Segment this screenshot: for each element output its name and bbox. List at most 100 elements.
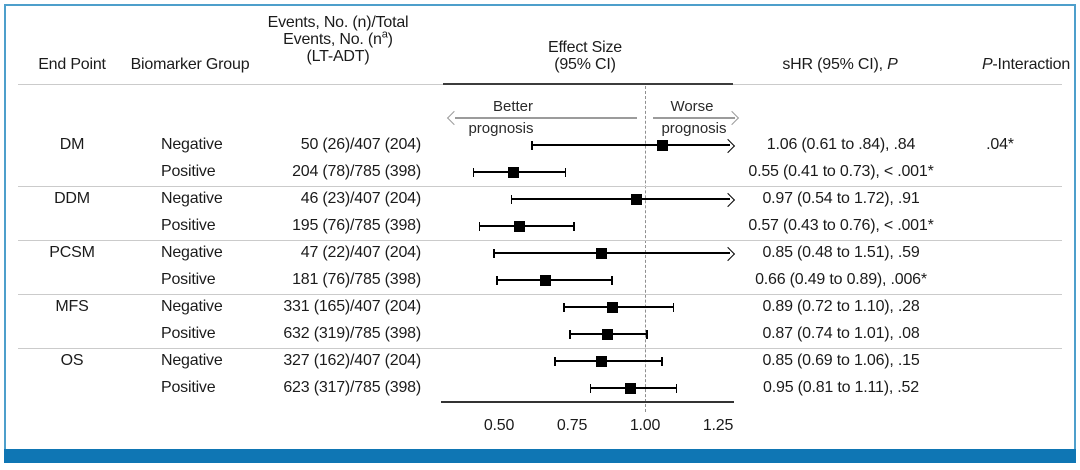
events-value: 632 (319)/785 (398) <box>283 325 421 342</box>
ci-line <box>531 144 730 146</box>
ci-line <box>510 198 730 200</box>
effect-square-marker <box>630 193 642 205</box>
effect-square-marker <box>657 139 669 151</box>
ci-line <box>472 171 567 173</box>
biomarker-label: Negative <box>161 244 223 261</box>
ci-cap-right <box>564 167 567 177</box>
worse-prognosis-label: prognosis <box>661 120 727 137</box>
events-value: 50 (26)/407 (204) <box>300 136 421 153</box>
effect-square-marker <box>607 301 619 313</box>
reference-line <box>644 86 646 412</box>
ci-cap-left <box>569 329 571 339</box>
shr-value: 0.87 (0.74 to 1.01), .08 <box>762 325 920 342</box>
bottom-accent-bar <box>4 449 1076 463</box>
ci-cap-left <box>493 248 495 258</box>
better-prognosis-label: prognosis <box>468 120 534 137</box>
italic-p: P <box>887 56 898 73</box>
biomarker-label: Positive <box>161 163 216 180</box>
biomarker-label: Positive <box>161 217 216 234</box>
biomarker-label: Positive <box>161 379 216 396</box>
ci-cap-left <box>478 221 481 231</box>
shr-value: 1.06 (0.61 to .84), .84 <box>766 136 916 153</box>
shr-value: 0.85 (0.48 to 1.51), .59 <box>762 244 920 261</box>
ci-cap-right <box>660 356 663 366</box>
better-label: Better <box>492 98 534 115</box>
ci-cap-left <box>496 275 498 285</box>
group-separator-line <box>18 185 1062 187</box>
biomarker-label: Negative <box>161 352 223 369</box>
ci-cap-left <box>472 167 475 177</box>
column-header-effect-size: Effect Size (95% CI) <box>510 39 660 73</box>
shr-value: 0.85 (0.69 to 1.06), .15 <box>762 352 920 369</box>
column-header-p-interaction: P-Interaction <box>981 56 1071 73</box>
events-value: 327 (162)/407 (204) <box>283 352 421 369</box>
endpoint-label: DM <box>59 136 85 153</box>
events-value: 181 (76)/785 (398) <box>292 271 421 288</box>
shr-value: 0.97 (0.54 to 1.72), .91 <box>762 190 920 207</box>
shr-value: 0.57 (0.43 to 0.76), < .001* <box>748 217 934 234</box>
ci-cap-right <box>675 383 678 393</box>
shr-value: 0.66 (0.49 to 0.89), .006* <box>755 271 927 288</box>
events-value: 331 (165)/407 (204) <box>283 298 421 315</box>
effect-square-marker <box>601 328 613 340</box>
column-header-endpoint: End Point <box>38 56 106 73</box>
effect-square-marker <box>595 247 607 259</box>
ci-line <box>478 225 575 227</box>
x-axis-tick-label: 0.50 <box>483 417 515 434</box>
shr-value: 0.89 (0.72 to 1.10), .28 <box>762 298 920 315</box>
events-value: 195 (76)/785 (398) <box>292 217 421 234</box>
ci-cap-right <box>611 275 613 285</box>
biomarker-label: Negative <box>161 136 223 153</box>
figure-frame <box>4 4 1076 451</box>
ci-cap-right <box>672 302 675 312</box>
effect-size-header-line1: Effect Size <box>548 39 622 56</box>
plot-top-border <box>443 82 733 85</box>
endpoint-label: DDM <box>54 190 90 207</box>
effect-square-marker <box>540 274 552 286</box>
shr-value: 0.95 (0.81 to 1.11), .52 <box>763 379 919 396</box>
ci-cap-left <box>589 383 592 393</box>
ci-cap-left <box>563 302 565 312</box>
shr-value: 0.55 (0.41 to 0.73), < .001* <box>748 163 934 180</box>
p-interaction-value: .04* <box>986 136 1014 153</box>
group-separator-line <box>18 347 1062 349</box>
effect-square-marker <box>508 166 520 178</box>
ci-cap-left <box>531 140 533 150</box>
biomarker-label: Positive <box>161 271 216 288</box>
ci-line <box>493 252 730 254</box>
worse-prognosis-arrow-line <box>653 117 735 119</box>
superscript-a: a <box>381 28 388 41</box>
x-axis-tick-label: 1.25 <box>702 417 734 434</box>
column-header-shr: sHR (95% CI), P <box>782 56 898 73</box>
column-header-biomarker-group: Biomarker Group <box>130 56 250 73</box>
biomarker-label: Negative <box>161 298 223 315</box>
effect-square-marker <box>624 382 636 394</box>
ci-line <box>554 360 663 362</box>
events-value: 47 (22)/407 (204) <box>300 244 421 261</box>
effect-size-header-line2: (95% CI) <box>554 56 616 73</box>
biomarker-label: Positive <box>161 325 216 342</box>
x-axis-tick-label: 0.75 <box>556 417 588 434</box>
ci-line <box>496 279 613 281</box>
ci-cap-left <box>554 356 557 366</box>
endpoint-label: MFS <box>55 298 89 315</box>
italic-p: P <box>981 56 993 73</box>
better-prognosis-arrow-line <box>455 117 637 119</box>
effect-square-marker <box>513 220 525 232</box>
column-header-events: Events, No. (n)/Total Events, No. (na) (… <box>238 14 438 65</box>
events-header-line3: (LT-ADT) <box>306 48 370 65</box>
x-axis-line <box>441 401 734 404</box>
events-value: 623 (317)/785 (398) <box>283 379 421 396</box>
events-header-line1: Events, No. (n)/Total <box>267 14 409 31</box>
effect-square-marker <box>595 355 607 367</box>
events-value: 204 (78)/785 (398) <box>292 163 421 180</box>
events-header-line2: Events, No. (na) <box>283 28 393 48</box>
x-axis-tick-label: 1.00 <box>629 417 661 434</box>
group-separator-line <box>18 293 1062 295</box>
endpoint-label: PCSM <box>49 244 95 261</box>
ci-cap-right <box>573 221 575 231</box>
worse-label: Worse <box>670 98 714 115</box>
biomarker-label: Negative <box>161 190 223 207</box>
ci-cap-right <box>646 329 648 339</box>
ci-line <box>563 306 675 308</box>
